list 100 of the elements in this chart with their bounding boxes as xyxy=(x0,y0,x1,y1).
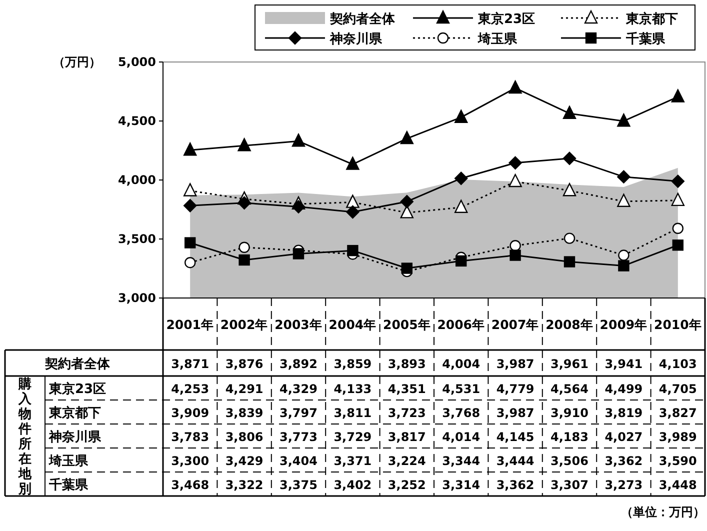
point xyxy=(292,134,306,147)
data-label: 3,989 xyxy=(658,430,697,444)
point xyxy=(400,130,414,144)
point xyxy=(346,156,360,170)
data-label: 3,817 xyxy=(388,430,426,444)
data-label: 3,371 xyxy=(334,454,372,468)
point xyxy=(671,89,684,102)
data-label: 4,351 xyxy=(388,382,426,396)
legend-label: 東京23区 xyxy=(477,11,536,27)
point xyxy=(400,194,414,208)
data-label: 3,307 xyxy=(550,478,588,492)
data-label: 3,224 xyxy=(388,454,426,468)
y-axis-title: （万円） xyxy=(53,55,101,69)
y-tick-label: 3,500 xyxy=(118,232,156,246)
legend-label: 埼玉県 xyxy=(477,32,518,47)
data-label: 4,133 xyxy=(334,382,372,396)
data-label: 4,253 xyxy=(171,382,210,396)
data-label: 4,004 xyxy=(442,357,480,371)
data-label: 4,145 xyxy=(496,430,534,444)
point xyxy=(456,255,467,267)
data-label: 3,987 xyxy=(496,357,534,371)
point xyxy=(238,196,251,210)
text: 埼玉県 xyxy=(49,454,88,469)
data-label: 3,468 xyxy=(171,478,210,492)
point xyxy=(672,240,684,251)
y-tick-label: 4,500 xyxy=(118,114,156,128)
point xyxy=(184,237,196,248)
point xyxy=(401,262,412,274)
data-label: 3,300 xyxy=(171,454,210,468)
point xyxy=(347,244,358,256)
point xyxy=(346,205,360,219)
data-label: 3,590 xyxy=(658,454,697,468)
data-label: 3,273 xyxy=(604,478,643,492)
data-label: 3,871 xyxy=(171,357,210,371)
x-tick-label: 2009年 xyxy=(600,317,648,332)
point xyxy=(671,174,684,188)
x-tick-label: 2010年 xyxy=(654,317,702,332)
data-label: 3,402 xyxy=(334,478,372,492)
text: 神奈川県 xyxy=(49,430,101,445)
y-tick-label: 4,000 xyxy=(118,173,156,187)
point xyxy=(292,200,306,214)
text: 東京都下 xyxy=(49,406,101,421)
data-label: 3,375 xyxy=(280,478,318,492)
point xyxy=(184,142,197,156)
data-label: 4,499 xyxy=(604,382,643,396)
point xyxy=(618,250,630,261)
data-label: 4,103 xyxy=(658,357,697,371)
y-tick-label: 5,000 xyxy=(118,55,156,69)
data-label: 4,705 xyxy=(658,382,697,396)
data-label: 3,729 xyxy=(334,430,372,444)
point xyxy=(617,114,630,127)
point xyxy=(618,260,630,272)
data-label: 3,910 xyxy=(550,406,588,420)
point xyxy=(184,183,197,196)
y-tick-label: 3,000 xyxy=(118,291,156,305)
data-label: 3,839 xyxy=(225,406,264,420)
point xyxy=(562,152,576,166)
x-tick-label: 2003年 xyxy=(274,317,322,332)
data-label: 3,506 xyxy=(550,454,588,468)
legend-label: 神奈川県 xyxy=(329,31,383,47)
data-label: 4,564 xyxy=(550,382,588,396)
point xyxy=(510,250,521,261)
data-label: 4,291 xyxy=(225,382,264,396)
x-tick-label: 2005年 xyxy=(383,317,431,332)
data-label: 3,909 xyxy=(171,406,210,420)
point xyxy=(617,170,630,184)
point xyxy=(671,192,684,206)
point xyxy=(564,232,576,244)
data-label: 3,892 xyxy=(280,357,318,371)
data-label: 3,773 xyxy=(280,430,318,444)
point xyxy=(562,106,576,120)
text: 東京23区 xyxy=(49,382,106,397)
data-label: 3,444 xyxy=(496,454,534,468)
data-label: 3,961 xyxy=(550,357,588,371)
x-tick-label: 2002年 xyxy=(220,317,268,332)
data-label: 3,344 xyxy=(442,454,480,468)
data-label: 3,448 xyxy=(658,478,697,492)
x-tick-label: 2006年 xyxy=(437,317,485,332)
point xyxy=(184,199,197,212)
point xyxy=(292,248,304,260)
point xyxy=(238,242,250,253)
point xyxy=(508,80,522,94)
data-label: 4,183 xyxy=(550,430,588,444)
data-label: 3,819 xyxy=(604,406,643,420)
point xyxy=(617,194,630,207)
data-label: 3,811 xyxy=(334,406,372,420)
data-label: 3,859 xyxy=(334,357,372,371)
point xyxy=(562,183,576,196)
point xyxy=(508,174,522,188)
point xyxy=(238,138,251,152)
data-label: 3,404 xyxy=(280,454,318,468)
point xyxy=(508,156,522,170)
data-label: 3,314 xyxy=(442,478,480,492)
data-label: 3,723 xyxy=(388,406,426,420)
data-label: 3,322 xyxy=(225,478,264,492)
legend-label: 契約者全体 xyxy=(329,12,396,27)
data-label: 3,797 xyxy=(280,406,318,420)
text: 契約者全体 xyxy=(45,357,110,372)
data-label: 3,362 xyxy=(496,478,534,492)
data-label: 3,768 xyxy=(442,406,480,420)
